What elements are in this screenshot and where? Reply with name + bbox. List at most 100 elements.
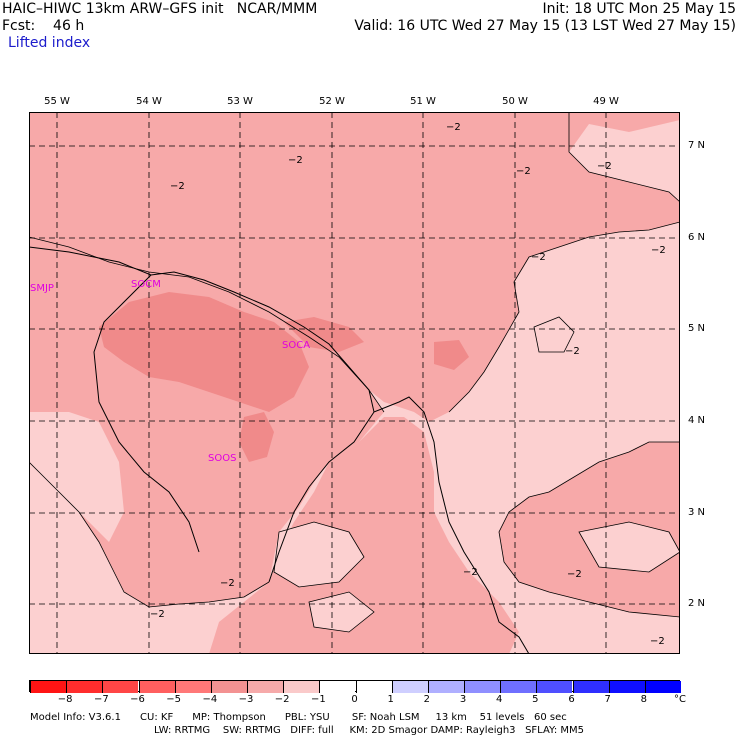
init-time: Init: 18 UTC Mon 25 May 15 [542,1,736,17]
lat-label-7n: 7 N [688,140,706,151]
lon-label-51w: 51 W [410,96,436,107]
shade-region-north [29,112,680,422]
colorbar-swatch [138,681,175,693]
colorbar-tick-label: 0 [351,694,358,705]
colorbar-tick-label: 4 [495,694,503,705]
colorbar-swatch [283,681,320,693]
contour-line-east [498,441,680,618]
place-label-soca: SOCA [282,340,311,351]
model-title: HAIC–HIWC 13km ARW–GFS init NCAR/MMM [2,1,318,17]
colorbar-swatch [608,681,645,693]
light-island-3 [534,317,574,352]
map-frame [29,112,680,654]
colorbar-swatch [355,681,392,693]
contour-line-top [568,112,680,203]
lon-label-55w: 55 W [44,96,70,107]
lon-label-54w: 54 W [136,96,162,107]
colorbar-swatch [536,681,573,693]
borders [29,246,530,654]
colorbar-swatch [464,681,501,693]
light-island-5 [579,522,680,572]
contour-island-2 [308,591,375,633]
contour-label: −2 [651,245,666,256]
colorbar-tick-label: −4 [202,694,218,705]
coastline [29,246,530,654]
shade-patch-1 [99,292,309,412]
lat-label-4n: 4 N [688,415,706,426]
light-island-2 [309,592,374,632]
contour-label: −2 [516,166,531,177]
colorbar-swatch [427,681,464,693]
forecast-hour: Fcst: 46 h [2,18,85,34]
contour-label: −2 [565,346,580,357]
lon-label-49w: 49 W [593,96,619,107]
lon-label-50w: 50 W [502,96,528,107]
place-label-socm: SOCM [131,279,161,290]
place-label-soos: SOOS [208,453,237,464]
contour-label: −2 [170,181,185,192]
colorbar-tick-label: −1 [310,694,326,705]
colorbar-tick-label: −3 [238,694,254,705]
colorbar-tick-label: 6 [568,694,575,705]
lifted-index-map [29,112,680,654]
colorbar-swatch [391,681,428,693]
lat-label-6n: 6 N [688,232,706,243]
shade-patch-4 [434,340,469,370]
colorbar-swatch [210,681,247,693]
colorbar-tick-label: 5 [532,694,539,705]
contour-label: −2 [567,569,582,580]
contour-island-4 [578,521,680,573]
lat-label-3n: 3 N [688,507,706,518]
colorbar-swatch [66,681,103,693]
valid-time: Valid: 16 UTC Wed 27 May 15 (13 LST Wed … [354,18,736,34]
shade-patch-2 [239,412,274,462]
model-info-line2: LW: RRTMG SW: RRTMG DIFF: full KM: 2D Sm… [154,725,584,736]
contour-label: −2 [650,636,665,647]
lon-label-52w: 52 W [319,96,345,107]
contour-label: −2 [597,161,612,172]
contour-label: −2 [531,252,546,263]
colorbar-swatch [247,681,284,693]
contour-label: −2 [150,609,165,620]
colorbar-swatch [30,681,67,693]
lat-label-5n: 5 N [688,323,706,334]
colorbar-swatch [644,681,681,693]
colorbar-tick-label: −5 [166,694,182,705]
colorbar-tick-label: −8 [57,694,73,705]
light-island-1 [274,522,364,587]
lon-label-53w: 53 W [227,96,253,107]
border-west [93,274,200,553]
shade-region-south [209,417,519,654]
contour-line-south [29,461,270,608]
colorbar-swatch [319,681,356,693]
place-label-smjp: SMJP [30,283,54,294]
colorbar-swatch [174,681,211,693]
colorbar-swatch [500,681,537,693]
contour-label: −2 [446,122,461,133]
colorbar-tick-label: 2 [423,694,431,705]
lat-lon-grid [29,112,680,654]
model-info-line1: Model Info: V3.6.1 CU: KF MP: Thompson P… [30,712,567,723]
light-island-4 [29,412,124,542]
contour-line-northeast [448,221,680,413]
colorbar-swatch [572,681,609,693]
colorbar-tick-label: 8 [640,694,648,705]
contour-label: −2 [288,155,303,166]
colorbar-swatch [102,681,139,693]
colorbar-unit: °C [674,694,686,705]
border-east [268,411,375,583]
colorbar-tick-label: −7 [93,694,109,705]
colorbar-tick-label: 3 [459,694,467,705]
lat-label-2n: 2 N [688,598,706,609]
colorbar-tick-label: −2 [274,694,290,705]
field-name: Lifted index [8,35,91,51]
colorbar-tick-label: 7 [604,694,611,705]
colorbar-tick-label: −6 [130,694,145,705]
colorbar [29,680,681,693]
contour-label: −2 [463,567,478,578]
shade-patch-3 [284,317,364,352]
contour-island-3 [533,316,575,353]
contour-island-1 [273,521,365,588]
colorbar-tick-label: 1 [387,694,394,705]
contour-label: −2 [220,578,235,589]
